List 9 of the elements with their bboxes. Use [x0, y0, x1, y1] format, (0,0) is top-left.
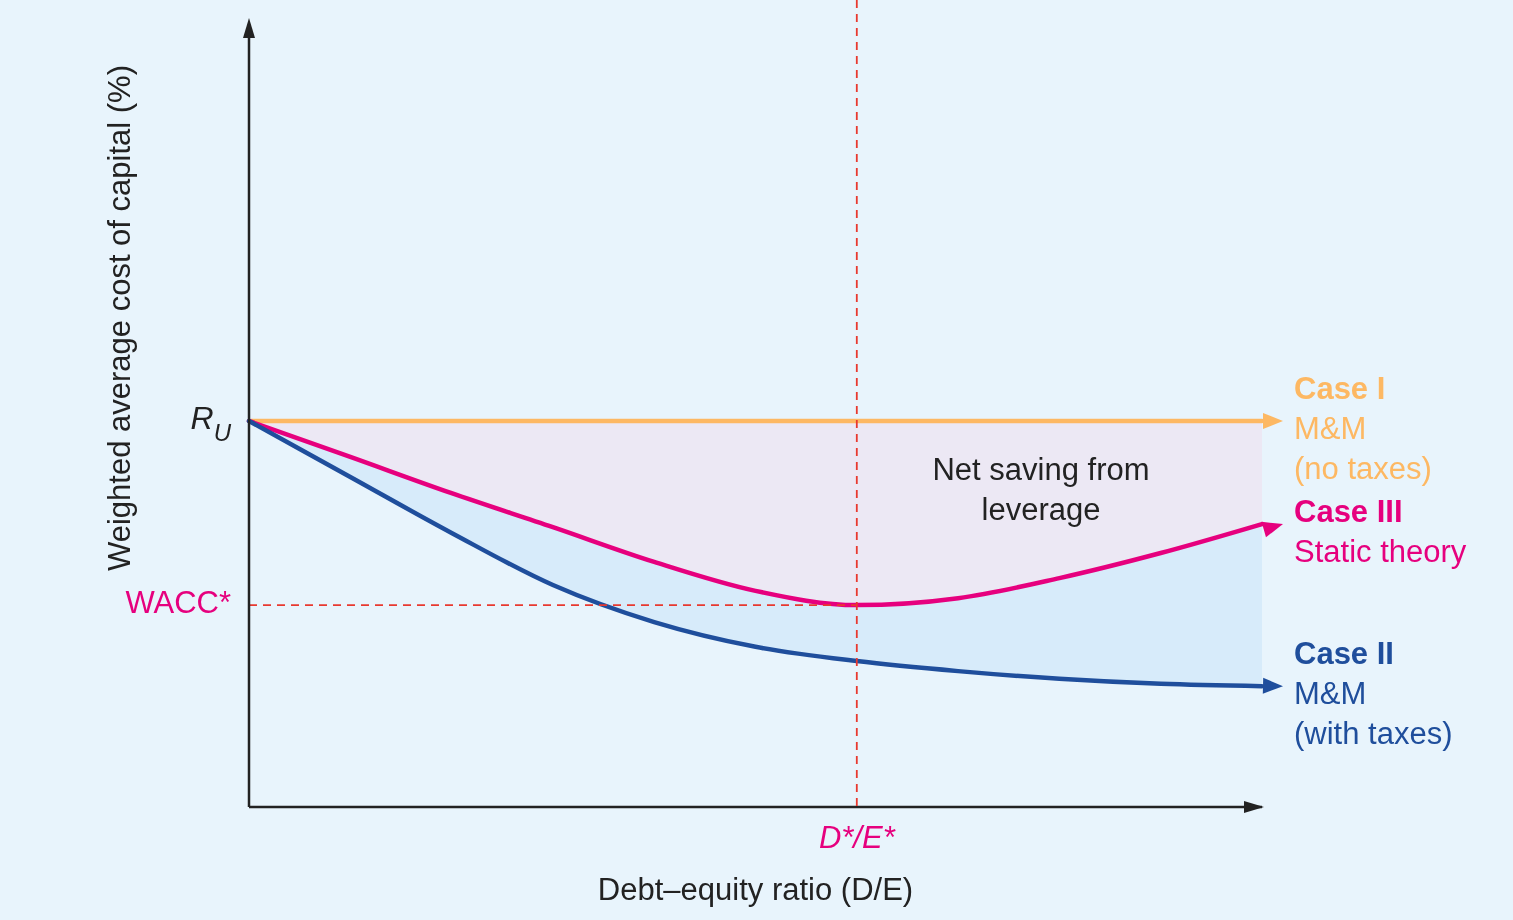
annotation: Net saving from leverage: [932, 452, 1150, 528]
text: D*/E*: [818, 820, 896, 856]
ref-line-label: WACC*: [125, 585, 231, 621]
y-axis-title: Weighted average cost of capital (%): [102, 64, 138, 572]
text: R$_{U}$: [190, 400, 232, 446]
legend-label: Case III Static theory: [1294, 494, 1467, 570]
series-label: Case II M&M (with taxes): [1294, 636, 1453, 752]
series-label: Case I M&M (no taxes): [1294, 371, 1432, 487]
x-axis-title: Debt–equity ratio (D/E): [597, 872, 914, 908]
